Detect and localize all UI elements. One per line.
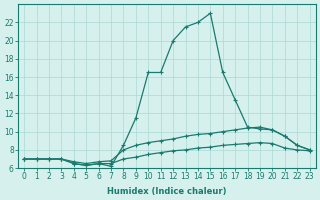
X-axis label: Humidex (Indice chaleur): Humidex (Indice chaleur) — [107, 187, 227, 196]
